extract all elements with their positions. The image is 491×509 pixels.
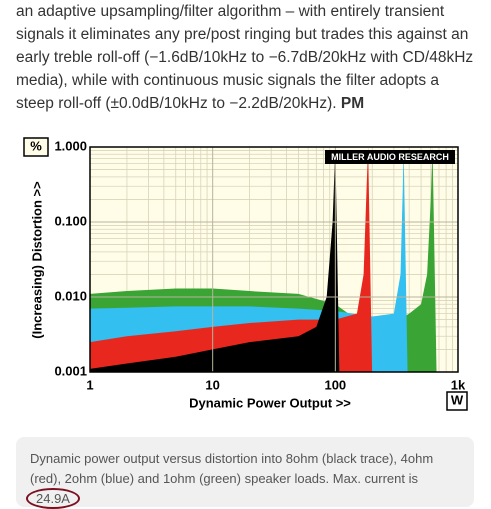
highlight: 24.9A bbox=[26, 488, 80, 509]
signature: PM bbox=[340, 95, 365, 112]
y-unit-box bbox=[23, 137, 49, 157]
x-tick-label: 100 bbox=[324, 377, 346, 392]
area bbox=[90, 147, 340, 372]
x-unit-box bbox=[446, 391, 468, 411]
plot bbox=[89, 146, 459, 373]
x-tick-label: 1k bbox=[451, 377, 466, 392]
chart: % W Dynamic Power Output >> (Increasing)… bbox=[23, 137, 468, 411]
logo: MILLER AUDIO RESEARCH bbox=[331, 152, 449, 162]
paragraph-text: an adaptive upsampling/filter algorithm … bbox=[16, 3, 474, 112]
x-tick-label: 1 bbox=[86, 377, 93, 392]
caption-text: Dynamic power output versus distortion i… bbox=[30, 451, 434, 486]
x-unit: W bbox=[451, 392, 464, 407]
y-tick-label: 0.010 bbox=[54, 288, 87, 303]
y-tick-label: 0.100 bbox=[54, 213, 87, 228]
paragraph: an adaptive upsampling/filter algorithm … bbox=[16, 0, 478, 115]
x-tick-label: 10 bbox=[205, 377, 219, 392]
plot-frame bbox=[89, 146, 459, 373]
y-axis-label: (Increasing) Distortion >> bbox=[29, 181, 44, 339]
area bbox=[90, 147, 373, 372]
caption: Dynamic power output versus distortion i… bbox=[16, 437, 474, 509]
logo-box bbox=[325, 150, 455, 164]
y-tick-label: 0.001 bbox=[54, 363, 87, 378]
y-unit: % bbox=[30, 138, 42, 153]
y-tick-label: 1.000 bbox=[54, 138, 87, 153]
x-axis-label: Dynamic Power Output >> bbox=[189, 395, 351, 410]
